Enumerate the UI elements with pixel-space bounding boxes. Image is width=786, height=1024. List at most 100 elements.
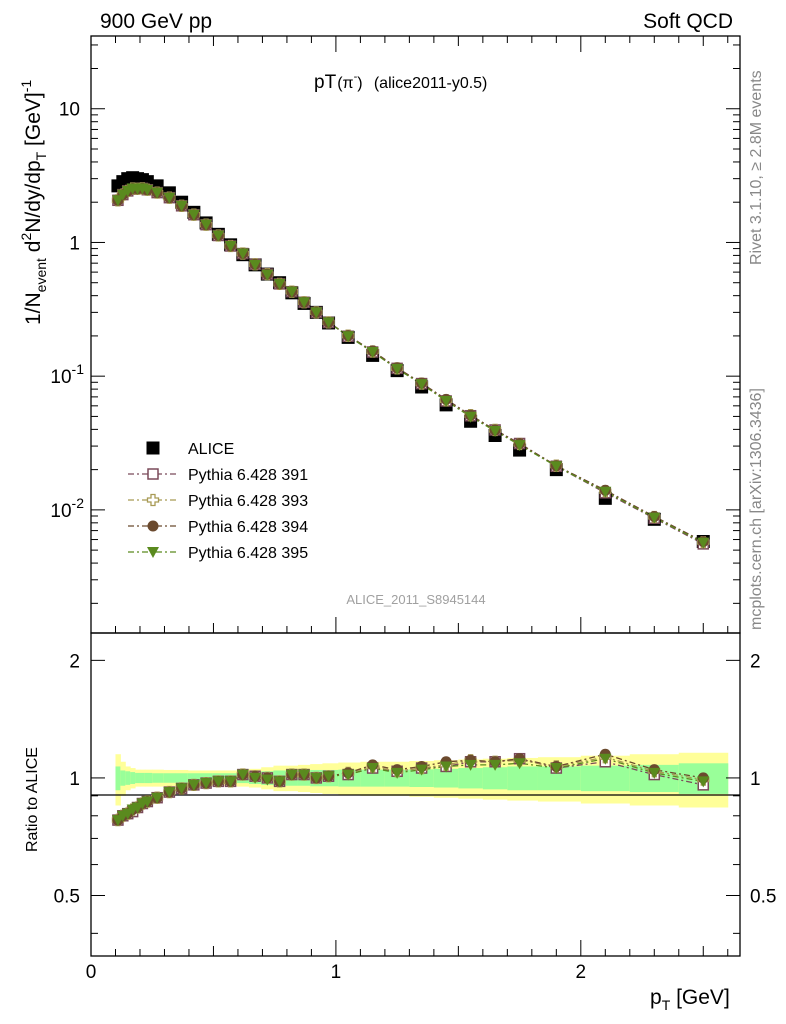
mc-point-ratio <box>366 763 379 775</box>
x-axis-ticks: 0 1 2 <box>86 36 729 983</box>
mc-point-main <box>342 331 355 343</box>
x-tick-label: 2 <box>576 962 587 983</box>
mc-point-ratio <box>273 776 286 788</box>
mc-point-main <box>273 278 286 290</box>
band-stat <box>458 768 484 789</box>
mc-point-main <box>440 395 453 407</box>
legend-marker <box>147 468 159 480</box>
mc-point-ratio <box>440 761 453 773</box>
mc-point-ratio <box>342 769 355 781</box>
main-series-points <box>111 171 710 550</box>
legend-entry: Pythia 6.428 394 <box>128 519 308 536</box>
main-axis-ticks: 10-2 10-1 1 10 <box>50 44 740 604</box>
series-line-main <box>117 187 704 544</box>
band-stat <box>135 772 141 784</box>
band-stat <box>152 773 164 783</box>
mc-point-ratio <box>187 779 200 791</box>
y-tick-label-main: 10-2 <box>50 495 84 522</box>
mc-point-ratio <box>249 772 262 784</box>
header-right: Soft QCD <box>643 10 733 33</box>
mc-point-ratio <box>550 763 563 775</box>
band-stat <box>433 768 459 788</box>
y-tick-label-ratio: 1 <box>69 769 80 790</box>
band-stat <box>175 773 189 783</box>
mc-point-main <box>212 230 225 242</box>
mc-point-ratio <box>212 776 225 788</box>
mc-point-ratio <box>415 764 428 776</box>
header-left: 900 GeV pp <box>100 10 212 33</box>
band-stat <box>482 767 508 790</box>
band-stat <box>409 769 435 787</box>
mc-point-main <box>151 187 164 199</box>
y-tick-label-ratio-right: 0.5 <box>750 887 776 908</box>
mc-point-ratio <box>261 774 274 786</box>
mc-point-main <box>322 317 335 329</box>
mc-point-ratio <box>391 767 404 779</box>
mc-point-ratio <box>310 772 323 784</box>
plot-title: pT(π-) (alice2011-y0.5) <box>314 71 487 93</box>
mc-point-ratio <box>163 787 176 799</box>
mc-point-main <box>175 200 188 212</box>
mc-point-ratio <box>236 769 249 781</box>
analysis-label: ALICE_2011_S8945144 <box>346 592 485 607</box>
legend-entry: Pythia 6.428 395 <box>128 545 308 562</box>
band-stat <box>507 766 539 791</box>
mc-point-main <box>415 379 428 391</box>
mc-point-main <box>366 347 379 359</box>
x-axis-label: pT [GeV] <box>650 986 730 1013</box>
mc-point-main <box>187 209 200 221</box>
series-line-main <box>117 187 704 543</box>
mc-point-ratio <box>322 771 335 783</box>
band-stat <box>115 766 121 791</box>
series-line-main <box>117 187 704 545</box>
y-tick-label-ratio: 2 <box>69 651 80 672</box>
y-tick-label-main: 10 <box>59 100 80 121</box>
legend-entry: Pythia 6.428 391 <box>128 467 308 484</box>
legend-marker <box>146 441 160 455</box>
x-tick-label: 0 <box>86 962 97 983</box>
mc-point-main <box>261 269 274 281</box>
band-stat <box>125 771 131 785</box>
mc-point-main <box>310 307 323 319</box>
x-tick-label: 1 <box>331 962 342 983</box>
mc-point-ratio <box>513 758 526 770</box>
mc-point-ratio <box>599 753 612 765</box>
main-series-lines <box>117 187 704 545</box>
band-stat <box>139 772 146 784</box>
mc-point-main <box>513 440 526 452</box>
mc-point-ratio <box>464 759 477 771</box>
legend-label: Pythia 6.428 391 <box>188 467 308 484</box>
ratio-series-points <box>111 748 710 827</box>
legend-label: Pythia 6.428 394 <box>188 519 308 536</box>
mc-point-main <box>489 426 502 438</box>
band-stat <box>360 769 386 787</box>
mc-point-main <box>599 486 612 498</box>
mc-point-main <box>464 411 477 423</box>
band-stat <box>187 773 201 783</box>
mc-point-main <box>298 297 311 309</box>
mc-point-ratio <box>489 759 502 771</box>
mc-point-ratio <box>648 767 661 779</box>
legend-label: Pythia 6.428 395 <box>188 545 308 562</box>
mc-point-main <box>224 241 237 253</box>
y-axis-label-main: 1/Nevent d2N/dy/dpT [GeV]-1 <box>18 80 49 325</box>
mc-point-ratio <box>285 769 298 781</box>
side-mcplots-label: mcplots.cern.ch [arXiv:1306.3436] <box>748 388 765 630</box>
side-rivet-label: Rivet 3.1.10, ≥ 2.8M events <box>748 70 765 265</box>
y-tick-label-ratio: 0.5 <box>54 887 80 908</box>
mc-point-main <box>111 195 124 207</box>
main-plot-frame <box>90 35 741 634</box>
mc-point-ratio <box>224 776 237 788</box>
mc-point-main <box>236 248 249 260</box>
legend-marker <box>147 520 159 532</box>
legend-entry: Pythia 6.428 393 <box>128 493 308 510</box>
mc-point-main <box>697 537 710 549</box>
legend-marker <box>147 547 159 558</box>
band-stat <box>163 773 176 783</box>
y-tick-label-ratio-right: 2 <box>750 651 761 672</box>
legend-marker <box>146 493 160 507</box>
y-axis-label-ratio: Ratio to ALICE <box>24 747 41 852</box>
y-tick-label-main: 10-1 <box>50 361 84 388</box>
mc-point-ratio <box>141 796 154 808</box>
